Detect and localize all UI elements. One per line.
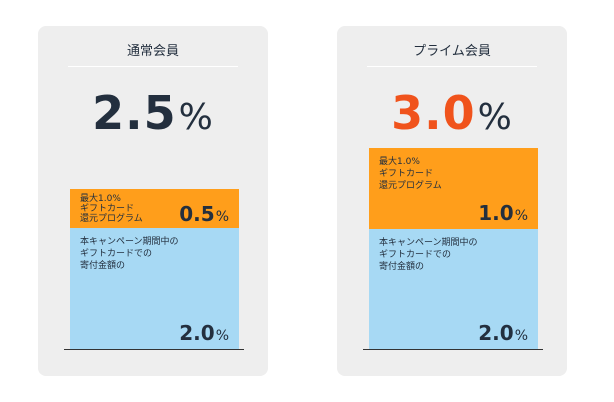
stack-baseline	[64, 349, 244, 350]
bonus-rate: 0.5	[179, 202, 215, 226]
base-unit: %	[514, 328, 528, 344]
bonus-segment: 最大1.0% ギフトカード 還元プログラム 0.5%	[70, 189, 239, 228]
total-rate-value: 2.5	[92, 86, 177, 140]
bonus-segment: 最大1.0% ギフトカード 還元プログラム 1.0%	[369, 148, 538, 229]
total-rate: 2.5%	[38, 90, 268, 136]
card-title: 通常会員	[126, 44, 179, 59]
bonus-label: 最大1.0% ギフトカード 還元プログラム	[80, 194, 143, 224]
bonus-value: 0.5%	[179, 204, 229, 224]
total-rate: 3.0%	[337, 90, 567, 136]
base-unit: %	[215, 328, 229, 344]
total-rate-unit: %	[477, 97, 513, 138]
base-label: 本キャンペーン期間中の ギフトカードでの 寄付金額の	[80, 237, 179, 271]
base-value: 2.0%	[478, 323, 528, 343]
bonus-unit: %	[514, 208, 528, 224]
base-label: 本キャンペーン期間中の ギフトカードでの 寄付金額の	[379, 238, 478, 272]
stack-baseline	[363, 349, 543, 350]
base-segment: 本キャンペーン期間中の ギフトカードでの 寄付金額の 2.0%	[369, 229, 538, 349]
prime-member-card: プライム会員 3.0% 最大1.0% ギフトカード 還元プログラム 1.0% 本…	[337, 26, 567, 376]
base-segment: 本キャンペーン期間中の ギフトカードでの 寄付金額の 2.0%	[70, 228, 239, 349]
bonus-unit: %	[215, 209, 229, 225]
bonus-label: 最大1.0% ギフトカード 還元プログラム	[379, 157, 442, 191]
bonus-value: 1.0%	[478, 203, 528, 223]
card-title: プライム会員	[413, 44, 491, 59]
total-rate-unit: %	[178, 97, 214, 138]
rate-breakdown-stack: 最大1.0% ギフトカード 還元プログラム 0.5% 本キャンペーン期間中の ギ…	[70, 189, 239, 349]
rate-breakdown-stack: 最大1.0% ギフトカード 還元プログラム 1.0% 本キャンペーン期間中の ギ…	[369, 148, 538, 349]
title-divider	[68, 66, 238, 67]
base-rate: 2.0	[179, 321, 215, 345]
base-rate: 2.0	[478, 321, 514, 345]
bonus-rate: 1.0	[478, 201, 514, 225]
base-value: 2.0%	[179, 323, 229, 343]
regular-member-card: 通常会員 2.5% 最大1.0% ギフトカード 還元プログラム 0.5% 本キャ…	[38, 26, 268, 376]
total-rate-value: 3.0	[391, 86, 476, 140]
title-divider	[367, 66, 537, 67]
